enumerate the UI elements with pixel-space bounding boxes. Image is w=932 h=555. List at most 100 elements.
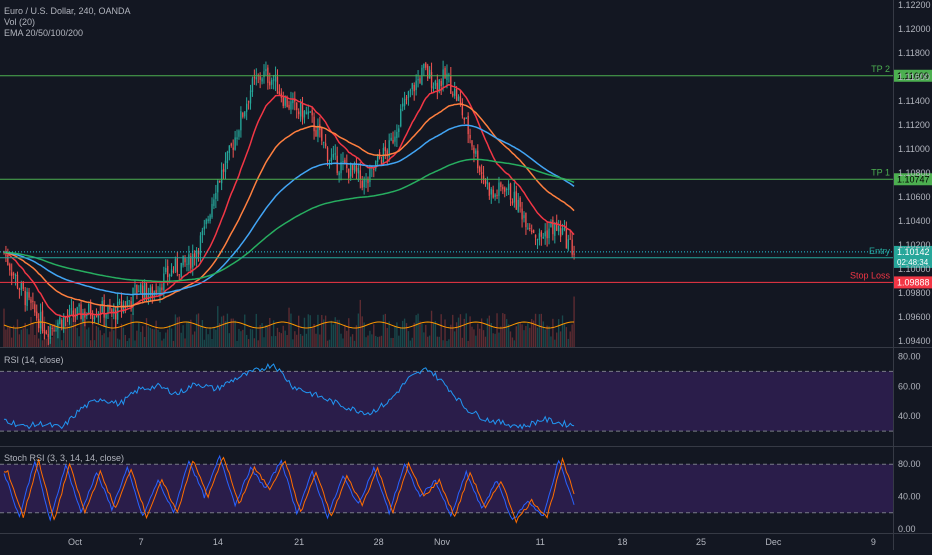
stoch-title[interactable]: Stoch RSI (3, 3, 14, 14, close) bbox=[4, 453, 125, 463]
legend-symbol[interactable]: Euro / U.S. Dollar, 240, OANDA bbox=[4, 6, 131, 16]
legend-volume[interactable]: Vol (20) bbox=[4, 17, 36, 27]
volume-bar bbox=[111, 317, 113, 347]
volume-bar bbox=[428, 335, 431, 347]
candle bbox=[292, 99, 294, 104]
candle bbox=[282, 96, 284, 106]
candle bbox=[349, 163, 352, 177]
volume-bar bbox=[486, 318, 489, 347]
rsi-title[interactable]: RSI (14, close) bbox=[4, 355, 64, 365]
volume-bar bbox=[326, 340, 329, 347]
candle bbox=[436, 82, 439, 90]
volume-bar bbox=[161, 340, 163, 347]
stoch-rsi-pane[interactable]: 80.00 40.00 0.00 bbox=[0, 454, 921, 534]
volume-bar bbox=[274, 336, 277, 347]
volume-bar bbox=[525, 326, 527, 347]
volume-bar bbox=[475, 335, 477, 347]
volume-bar bbox=[477, 323, 479, 347]
candle bbox=[68, 309, 71, 319]
volume-bar bbox=[457, 317, 460, 347]
candle bbox=[55, 330, 57, 332]
candle bbox=[307, 111, 309, 115]
rsi-pane[interactable]: 80.00 60.00 40.00 bbox=[0, 351, 921, 432]
candle bbox=[261, 78, 263, 82]
volume-bar bbox=[290, 313, 292, 347]
price-axis-border bbox=[893, 0, 894, 550]
volume-bar bbox=[496, 313, 498, 347]
legend-ema[interactable]: EMA 20/50/100/200 bbox=[4, 28, 84, 38]
volume-bar bbox=[186, 321, 188, 347]
candle bbox=[563, 227, 566, 230]
rsi-band bbox=[0, 371, 893, 432]
candle bbox=[130, 301, 132, 306]
volume-bar bbox=[552, 318, 554, 347]
volume-bar bbox=[147, 326, 150, 347]
candle bbox=[375, 160, 377, 169]
volume-bar bbox=[461, 337, 464, 347]
candle bbox=[20, 283, 23, 290]
volume-bar bbox=[155, 320, 157, 347]
candle bbox=[448, 74, 450, 76]
volume-bar bbox=[330, 320, 333, 347]
candle bbox=[195, 250, 198, 260]
volume-bar bbox=[88, 327, 90, 347]
volume-bar bbox=[249, 328, 252, 347]
volume-bar bbox=[132, 313, 134, 347]
volume-bar bbox=[86, 329, 88, 347]
volume-bar bbox=[396, 322, 398, 347]
candle bbox=[427, 65, 429, 79]
volume-bar bbox=[26, 328, 28, 347]
volume-bar bbox=[267, 325, 269, 347]
volume-bar bbox=[236, 340, 238, 347]
candle bbox=[546, 230, 548, 239]
candle bbox=[213, 199, 215, 206]
volume-bar bbox=[242, 329, 244, 347]
volume-bar bbox=[315, 333, 317, 347]
volume-bar bbox=[527, 323, 529, 347]
candle bbox=[219, 180, 221, 182]
volume-bar bbox=[465, 313, 467, 347]
volume-bar bbox=[561, 315, 564, 347]
time-axis-border bbox=[0, 533, 932, 534]
price-tick-label: 1.10400 bbox=[898, 216, 931, 226]
volume-bar bbox=[446, 340, 448, 347]
stoch-tick-label: 80.00 bbox=[898, 459, 921, 469]
volume-bar bbox=[344, 324, 346, 347]
candle bbox=[109, 304, 111, 310]
volume-bar bbox=[11, 337, 13, 347]
candle bbox=[484, 178, 487, 184]
volume-bar bbox=[203, 339, 205, 347]
volume-bar bbox=[448, 339, 450, 347]
volume-bar bbox=[93, 340, 96, 347]
volume-bar bbox=[515, 326, 517, 347]
volume-bar bbox=[34, 334, 36, 347]
volume-bar bbox=[95, 325, 98, 347]
main-legend: Euro / U.S. Dollar, 240, OANDA Vol (20) … bbox=[4, 6, 131, 39]
volume-bar bbox=[365, 337, 367, 347]
price-tick-label: 1.09400 bbox=[898, 336, 931, 346]
volume-bar bbox=[492, 333, 494, 347]
price-tick-label: 1.11400 bbox=[898, 96, 930, 106]
volume-bar bbox=[517, 323, 519, 347]
volume-bar bbox=[338, 319, 340, 347]
volume-bar bbox=[55, 319, 57, 347]
candle bbox=[376, 154, 379, 162]
volume-bar bbox=[64, 322, 67, 347]
volume-bar bbox=[261, 323, 263, 347]
main-pane[interactable] bbox=[3, 60, 575, 347]
volume-bar bbox=[143, 336, 146, 347]
candle bbox=[199, 235, 202, 256]
volume-bar bbox=[413, 322, 415, 347]
candle bbox=[168, 275, 171, 277]
volume-bar bbox=[193, 331, 196, 347]
pane-separator bbox=[0, 347, 932, 348]
candle bbox=[463, 117, 465, 120]
volume-bar bbox=[394, 326, 396, 347]
candle bbox=[411, 83, 413, 90]
candle bbox=[409, 90, 412, 92]
candle bbox=[326, 147, 329, 162]
candle bbox=[398, 128, 400, 133]
candle bbox=[430, 72, 433, 88]
time-tick-label: Dec bbox=[765, 537, 782, 547]
